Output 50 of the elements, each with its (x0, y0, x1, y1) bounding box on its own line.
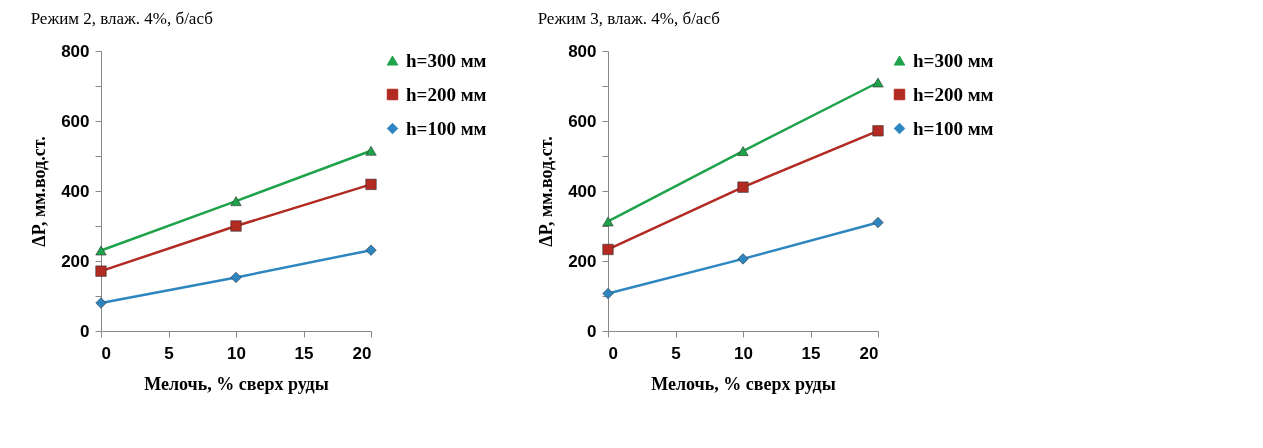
legend-label: h=300 мм (913, 49, 994, 71)
y-tick-label: 400 (568, 181, 597, 201)
point (230, 196, 242, 206)
y-tick-label: 600 (61, 111, 90, 131)
chart-title: Режим 2, влаж. 4%, б/асб (30, 9, 213, 28)
x-tick-label: 15 (294, 343, 314, 363)
x-axis-title: Мелочь, % сверх руды (651, 373, 836, 394)
point (872, 216, 884, 229)
point (365, 178, 377, 190)
point (602, 243, 614, 255)
x-tick-label: 10 (227, 343, 246, 363)
y-tick-label: 800 (568, 41, 597, 61)
legend-label: h=200 мм (406, 83, 487, 105)
x-axis-title: Мелочь, % сверх руды (144, 373, 329, 394)
y-tick-label: 800 (61, 41, 90, 61)
legend-label: h=300 мм (406, 49, 487, 71)
legend-label: h=100 мм (406, 117, 487, 139)
point (737, 146, 749, 156)
x-tick-label: 15 (801, 343, 821, 363)
x-tick-label: 10 (734, 343, 753, 363)
y-tick-label: 400 (61, 181, 90, 201)
x-tick-label: 5 (671, 343, 681, 363)
point (737, 253, 749, 265)
point (95, 297, 107, 309)
legend-label: h=200 мм (913, 83, 994, 105)
point (365, 244, 377, 256)
point (95, 245, 107, 256)
y-axis-title: ΔP, мм.вод.ст. (536, 136, 557, 247)
y-tick-label: 0 (80, 321, 90, 341)
y-tick-label: 200 (568, 251, 597, 271)
point (602, 288, 614, 300)
y-tick-label: 0 (587, 321, 597, 341)
y-axis-title: ΔP, мм.вод.ст. (29, 136, 50, 247)
point (872, 125, 884, 137)
point (95, 265, 107, 277)
x-tick-label: 0 (101, 343, 111, 363)
point (230, 271, 242, 283)
x-tick-label: 20 (859, 343, 879, 363)
legend-label: h=100 мм (913, 117, 994, 139)
point (872, 77, 884, 88)
point (602, 216, 614, 227)
x-tick-label: 5 (164, 343, 174, 363)
x-tick-label: 0 (608, 343, 618, 363)
point (737, 181, 749, 193)
x-tick-label: 20 (352, 343, 372, 363)
y-tick-label: 200 (61, 251, 90, 271)
point (365, 145, 377, 156)
point (230, 220, 242, 232)
y-tick-label: 600 (568, 111, 597, 131)
chart-title: Режим 3, влаж. 4%, б/асб (537, 9, 720, 28)
